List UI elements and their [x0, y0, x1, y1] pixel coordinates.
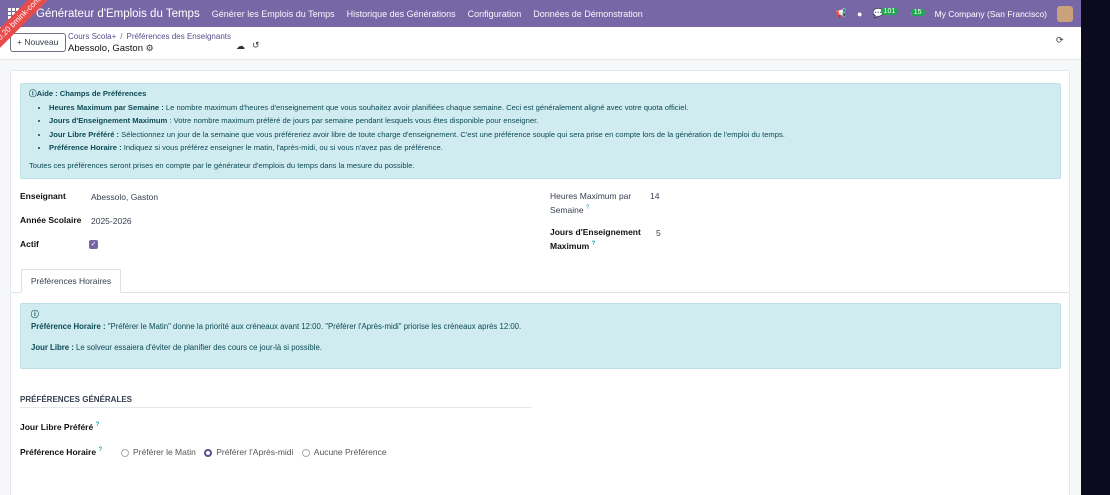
day-off-label: Jour Libre Préféré ?	[20, 422, 100, 432]
year-label: Année Scolaire	[20, 215, 82, 225]
option-label[interactable]: Préférer l'Après-midi	[216, 447, 294, 457]
year-field[interactable]: 2025-2026	[91, 216, 132, 226]
help-item: Jours d'Enseignement Maximum : Votre nom…	[49, 116, 1052, 125]
help-item: Jour Libre Préféré : Sélectionnez un jou…	[49, 130, 1052, 139]
help-term: Jour Libre Préféré :	[49, 129, 120, 139]
breadcrumb: Cours Scola+ / Préférences des Enseignants	[68, 32, 231, 41]
tab-help-text: "Préférer le Matin" donne la priorité au…	[105, 322, 522, 331]
new-button-label: Nouveau	[24, 37, 59, 47]
help-text: Indiquez si vous préférez enseigner le m…	[121, 143, 443, 153]
messages-badge: 101	[880, 8, 899, 15]
activities-badge: 15	[910, 8, 925, 16]
discard-icon[interactable]: ↺	[252, 40, 260, 50]
gear-icon[interactable]: ⚙	[145, 43, 154, 53]
help-text: : Votre nombre maximum préféré de jours …	[167, 116, 539, 126]
company-switcher[interactable]: My Company (San Francisco)	[934, 8, 1047, 19]
active-checkbox[interactable]: ✓	[89, 240, 98, 249]
messages-icon[interactable]: 💬101	[872, 8, 899, 19]
help-text: Sélectionnez un jour de la semaine que v…	[119, 129, 785, 139]
info-icon: ⓘ	[29, 89, 37, 98]
help-item: Préférence Horaire : Indiquez si vous pr…	[49, 143, 1052, 152]
app-title[interactable]: Générateur d'Emplois du Temps	[36, 7, 200, 20]
megaphone-icon[interactable]: 📢	[835, 8, 847, 18]
menu-demo-data[interactable]: Données de Démonstration	[533, 8, 643, 19]
help-alert: ⓘAide : Champs de Préférences Heures Max…	[20, 83, 1061, 179]
control-panel: + Nouveau Cours Scola+ / Préférences des E…	[0, 27, 1081, 60]
radio-afternoon[interactable]	[204, 448, 213, 457]
time-pref-radio-group: Préférer le Matin Préférer l'Après-midi …	[111, 447, 387, 457]
tabs-divider	[11, 292, 1069, 293]
breadcrumb-root[interactable]: Cours Scola+	[68, 32, 117, 41]
section-title: PRÉFÉRENCES GÉNÉRALES	[20, 395, 532, 408]
tab-help-term: Préférence Horaire :	[31, 322, 106, 331]
help-title: Aide : Champs de Préférences	[36, 89, 147, 98]
help-text: Le nombre maximum d'heures d'enseignemen…	[163, 103, 689, 112]
form-sheet: ⓘAide : Champs de Préférences Heures Max…	[10, 70, 1070, 495]
radio-no-preference[interactable]	[301, 448, 310, 457]
save-cloud-icon[interactable]: ☁	[236, 41, 245, 51]
menu-history[interactable]: Historique des Générations	[346, 8, 456, 19]
option-label[interactable]: Aucune Préférence	[313, 447, 387, 457]
tab-help-term: Jour Libre :	[31, 343, 74, 352]
help-term: Jours d'Enseignement Maximum	[49, 116, 168, 126]
radio-morning[interactable]	[121, 448, 129, 457]
teacher-field[interactable]: Abessolo, Gaston	[91, 192, 159, 202]
app: DEV 1.0.20 bmink-consulting-dev Générate…	[0, 0, 1081, 495]
max-hours-label: Heures Maximum par Semaine ?	[550, 191, 632, 215]
tab-help-text: Le solveur essaiera d'éviter de planifie…	[73, 343, 322, 352]
menu-configuration[interactable]: Configuration	[467, 8, 522, 19]
max-hours-field[interactable]: 14	[650, 191, 660, 201]
option-label[interactable]: Préférer le Matin	[133, 447, 196, 457]
tab-help-alert: ⓘ Préférence Horaire : "Préférer le Mati…	[20, 303, 1061, 369]
menu-generate[interactable]: Générer les Emplois du Temps	[211, 8, 335, 19]
help-term: Heures Maximum par Semaine :	[49, 103, 164, 112]
drop-icon[interactable]: ●	[857, 8, 863, 19]
refresh-icon[interactable]: ⟳	[1056, 35, 1064, 45]
max-days-field[interactable]: 5	[656, 228, 661, 238]
time-pref-label: Préférence Horaire ?	[20, 447, 103, 457]
active-label: Actif	[20, 239, 39, 249]
record-name: Abessolo, Gaston	[68, 43, 143, 54]
user-avatar[interactable]	[1057, 5, 1073, 22]
teacher-label: Enseignant	[20, 191, 66, 201]
new-button[interactable]: + Nouveau	[10, 33, 66, 52]
help-item: Heures Maximum par Semaine : Le nombre m…	[49, 103, 1052, 112]
max-days-label: Jours d'Enseignement Maximum ?	[550, 227, 641, 251]
help-term: Préférence Horaire :	[49, 143, 122, 153]
info-icon: ⓘ	[31, 310, 39, 319]
help-footer: Toutes ces préférences seront prises en …	[29, 161, 415, 171]
breadcrumb-parent[interactable]: Préférences des Enseignants	[126, 32, 231, 41]
activities-icon[interactable]: ◔15	[908, 8, 925, 19]
tab-time-preferences[interactable]: Préférences Horaires	[21, 269, 121, 293]
top-navbar: Générateur d'Emplois du Temps Générer le…	[0, 0, 1081, 27]
